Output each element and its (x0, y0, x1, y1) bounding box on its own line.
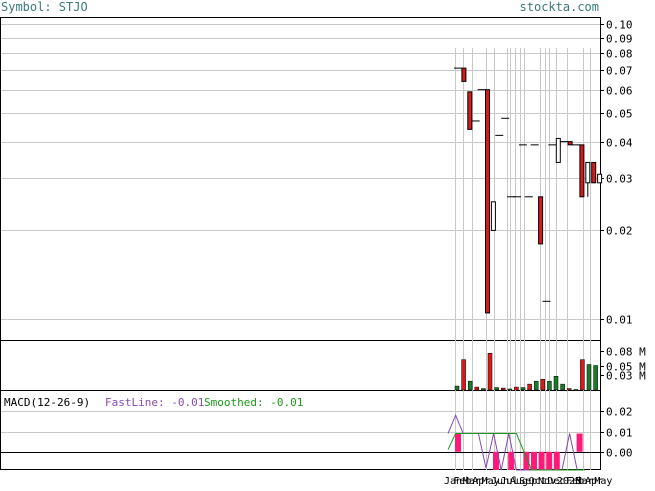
macd-title: MACD(12-26-9) (4, 396, 90, 409)
volume-bar (540, 378, 546, 391)
volume-bar (454, 385, 460, 391)
candle-body (467, 91, 473, 130)
volume-bar (487, 353, 493, 391)
macd-tick-label: 0.00 (606, 447, 633, 460)
volume-bar (533, 380, 539, 391)
candle-body (555, 137, 561, 163)
price-tick-label: 0.05 (606, 108, 633, 121)
x-tick-label: Nov (538, 476, 556, 486)
x-tick-label: Feb (453, 476, 471, 486)
x-tick-label: Jun (491, 476, 509, 486)
volume-bar (560, 383, 565, 391)
macd-histogram-bar (546, 451, 553, 470)
candle-body (597, 173, 603, 184)
volume-bar (494, 387, 499, 391)
price-axis: 0.100.09 0.08 0.07 0.06 0.05 0.04 0.03 0.02 0.01 (600, 19, 633, 327)
volume-bar (547, 380, 552, 391)
price-tick-label: 0.01 (606, 314, 633, 327)
price-tick-label: 0.04 (606, 137, 633, 150)
x-tick-label: Oct (529, 476, 547, 486)
volume-bar (527, 383, 532, 391)
macd-smoothed-line (447, 433, 585, 471)
macd-smoothed-label: Smoothed: -0.01 (204, 396, 303, 409)
price-tick-label: 0.06 (606, 85, 633, 98)
x-tick-label: Mar (463, 476, 481, 486)
macd-tick-label: 0.01 (606, 427, 633, 440)
candle-body (538, 196, 544, 245)
macd-histogram-bar (493, 451, 499, 470)
volume-bar (500, 387, 506, 391)
volume-axis: 0.08 M 0.05 M0.03 M (600, 346, 646, 383)
macd-tick-label: 0.02 (606, 406, 633, 419)
x-tick-label: Apr (585, 476, 603, 486)
volume-bar (573, 389, 579, 391)
price-tick-label: 0.02 (606, 225, 633, 238)
candle-body (490, 201, 496, 231)
x-tick-label: Mar (576, 476, 594, 486)
volume-bar (593, 365, 598, 391)
volume-bar (507, 388, 513, 391)
symbol-label: Symbol: STJO (1, 0, 88, 14)
candle-body (461, 67, 467, 82)
candle-body (485, 89, 490, 314)
price-tick-label: 0.03 (606, 173, 633, 186)
volume-bar (580, 359, 585, 391)
price-gridlines (1, 24, 600, 320)
volume-bar (474, 386, 480, 391)
volume-tick-label: 0.08 M (606, 346, 646, 359)
candle-body (585, 161, 591, 184)
volume-bar (566, 388, 572, 391)
x-tick-label: May (482, 476, 500, 486)
macd-histogram-bar (538, 451, 545, 470)
volume-bar (520, 387, 526, 391)
volume-tick-label: 0.03 M (606, 370, 646, 383)
macd-panel (0, 390, 601, 470)
volume-bar (467, 380, 473, 391)
macd-plot (1, 411, 600, 471)
price-tick-label: 0.07 (606, 65, 633, 78)
volume-bar (586, 364, 592, 391)
x-tick-label: Aug (510, 476, 528, 486)
x-axis-labels: JanFebMarAprMayJunJulAugSepOctNovDec2025… (444, 476, 612, 487)
candle-body (591, 161, 597, 184)
volume-bar (553, 376, 559, 391)
x-tick-label: Apr (472, 476, 490, 486)
price-tick-label: 0.10 (606, 19, 633, 32)
x-tick-label: Dec (547, 476, 565, 486)
volume-bars (454, 353, 598, 391)
macd-histogram-bar (523, 451, 530, 470)
site-label[interactable]: stockta.com (520, 0, 599, 14)
x-tick-label: Sep (519, 476, 537, 486)
x-tick-label: Jan (444, 476, 462, 486)
x-tick-label: Feb (566, 476, 584, 486)
macd-histogram-bar (576, 433, 583, 452)
price-tick-label: 0.08 (606, 48, 633, 61)
macd-axis: 0.02 0.01 0.00 (600, 406, 633, 460)
candle-body (579, 144, 585, 198)
volume-bar (481, 388, 486, 391)
macd-histogram-bar (508, 451, 515, 470)
price-tick-label: 0.09 (606, 33, 633, 46)
macd-histogram-bar (455, 433, 461, 452)
x-tick-label: Jul (500, 476, 518, 486)
macd-histogram-bar (553, 451, 560, 470)
candlesticks (454, 67, 603, 314)
x-tick-label: May (594, 476, 612, 486)
volume-bar (461, 359, 466, 391)
volume-bar (514, 386, 519, 391)
macd-fastline-label: FastLine: -0.01 (105, 396, 204, 409)
volume-tick-label: 0.05 M (606, 361, 646, 374)
x-tick-label: 2025 (557, 476, 581, 486)
candle-body (567, 141, 573, 146)
macd-histogram-bar (531, 451, 537, 470)
volume-panel (0, 340, 601, 391)
